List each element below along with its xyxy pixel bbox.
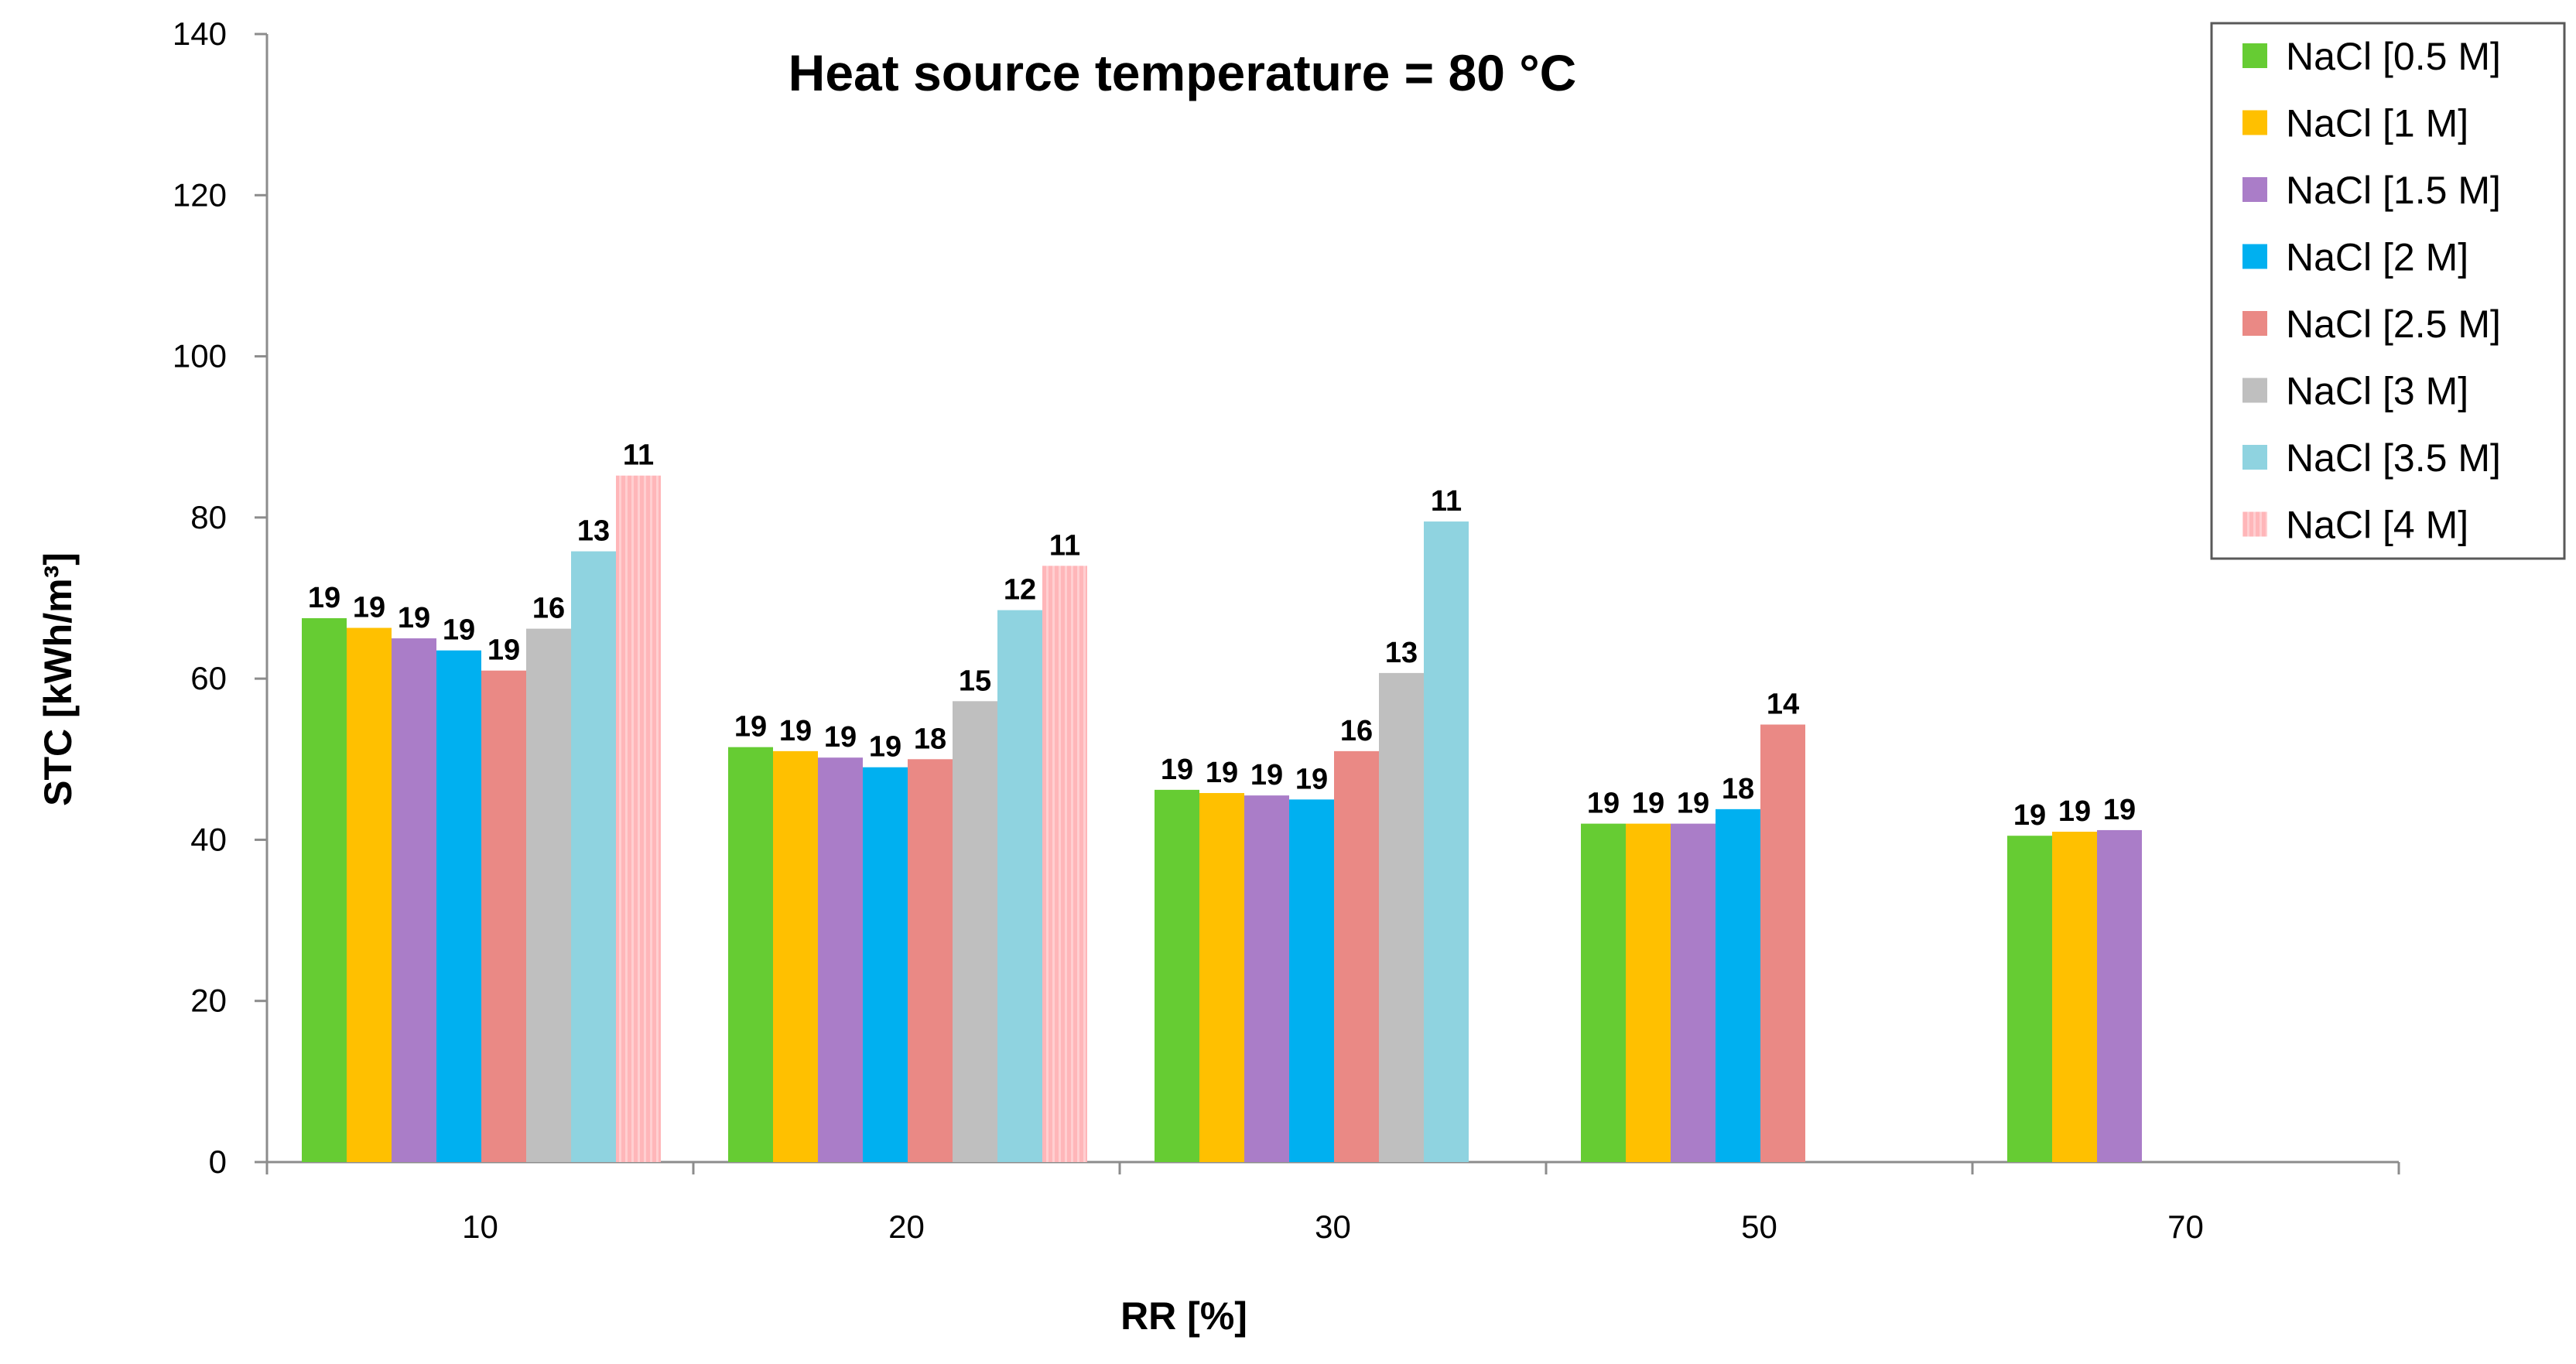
bar <box>571 551 616 1162</box>
bar <box>1424 521 1469 1162</box>
bar <box>863 767 908 1162</box>
data-labels: 19 19 19 19 19 19 19 19 19 19 19 19 19 19 19 19 19 19 18 19… <box>308 439 2136 832</box>
legend-swatch <box>2242 43 2267 68</box>
legend-entry: NaCl [3 M] <box>2286 370 2468 413</box>
data-label: 11 <box>1049 529 1080 562</box>
bars <box>302 475 2142 1162</box>
data-label: 16 <box>532 593 565 625</box>
x-axis-label: RR [%] <box>1120 1294 1247 1338</box>
bar <box>728 747 773 1162</box>
bar <box>1155 789 1199 1162</box>
bar <box>1760 724 1805 1162</box>
data-label: 16 <box>1340 715 1373 747</box>
legend-entry: NaCl [1.5 M] <box>2286 169 2501 212</box>
data-label: 14 <box>1767 689 1799 721</box>
y-axis-label: STC [kWh/m³] <box>36 552 80 806</box>
y-tick-label: 20 <box>190 983 227 1019</box>
data-label: 19 <box>2058 795 2091 828</box>
legend-entry: NaCl [0.5 M] <box>2286 35 2501 78</box>
legend-swatch <box>2242 177 2267 202</box>
legend-swatch <box>2242 244 2267 269</box>
bar <box>953 701 997 1162</box>
bar <box>302 618 347 1162</box>
bar <box>1289 799 1334 1162</box>
bar <box>997 610 1042 1162</box>
bar <box>1379 672 1424 1162</box>
data-label: 19 <box>1250 759 1283 791</box>
x-tick-label: 50 <box>1741 1208 1777 1245</box>
data-label: 19 <box>308 582 340 614</box>
y-tick-label: 80 <box>190 499 227 535</box>
legend-swatch <box>2242 311 2267 336</box>
bar <box>1199 793 1244 1162</box>
data-label: 19 <box>353 592 385 624</box>
y-tick-label: 140 <box>173 15 227 52</box>
data-label: 19 <box>824 721 857 754</box>
data-label: 19 <box>869 731 901 764</box>
bar <box>908 759 953 1162</box>
data-label: 19 <box>1295 763 1328 795</box>
chart-title: Heat source temperature = 80 °C <box>789 44 1577 101</box>
y-tick-label: 120 <box>173 176 227 213</box>
bar <box>2097 829 2142 1162</box>
bar <box>818 757 863 1162</box>
y-tick-label: 40 <box>190 821 227 857</box>
bar <box>773 750 818 1162</box>
legend-box <box>2210 22 2566 560</box>
data-label: 19 <box>2013 799 2046 832</box>
bar <box>616 475 661 1162</box>
bar <box>392 638 436 1162</box>
data-label: 11 <box>1431 485 1462 518</box>
bar <box>1042 566 1087 1162</box>
legend-entry: NaCl [2.5 M] <box>2286 303 2501 346</box>
legend-entry: NaCl [3.5 M] <box>2286 436 2501 480</box>
data-label: 19 <box>443 614 475 647</box>
bar <box>1716 808 1760 1162</box>
legend-swatch <box>2242 445 2267 470</box>
data-label: 13 <box>577 515 610 548</box>
bar <box>347 627 392 1162</box>
data-label: 19 <box>2103 794 2136 826</box>
data-label: 19 <box>1587 788 1620 820</box>
bar <box>1334 750 1379 1162</box>
bar <box>1626 823 1671 1162</box>
data-label: 18 <box>914 723 946 755</box>
legend-swatch <box>2242 378 2267 403</box>
bar <box>526 628 571 1162</box>
data-label: 19 <box>1161 754 1193 786</box>
y-tick-label: 60 <box>190 660 227 696</box>
bar <box>1244 795 1289 1162</box>
x-tick-label: 20 <box>888 1208 925 1245</box>
data-label: 13 <box>1385 637 1418 669</box>
x-tick-label: 10 <box>462 1208 498 1245</box>
data-label: 19 <box>1206 757 1238 789</box>
data-label: 19 <box>1677 788 1709 820</box>
bar <box>436 650 481 1162</box>
data-label: 19 <box>779 715 812 747</box>
y-tick-label: 0 <box>209 1144 227 1180</box>
legend-entry: NaCl [4 M] <box>2286 504 2468 547</box>
bar <box>2007 836 2052 1162</box>
legend-swatch <box>2242 110 2267 135</box>
legend-entry: NaCl [2 M] <box>2286 236 2468 279</box>
data-label: 11 <box>623 439 654 472</box>
x-tick-label: 70 <box>2167 1208 2204 1245</box>
data-label: 18 <box>1722 773 1754 805</box>
data-label: 15 <box>959 665 991 697</box>
data-label: 19 <box>487 634 520 667</box>
bar <box>2052 832 2097 1162</box>
data-label: 19 <box>398 602 430 634</box>
y-tick-label: 100 <box>173 338 227 374</box>
legend: NaCl [0.5 M] NaCl [1 M] NaCl [1.5 M] NaCl [… <box>2210 22 2566 560</box>
data-label: 19 <box>1632 788 1664 820</box>
data-label: 19 <box>734 711 767 744</box>
bar <box>481 670 526 1162</box>
legend-swatch <box>2242 511 2267 537</box>
x-tick-label: 30 <box>1315 1208 1351 1245</box>
legend-entry: NaCl [1 M] <box>2286 102 2468 145</box>
data-label: 12 <box>1004 574 1036 607</box>
bar <box>1671 823 1716 1162</box>
bar <box>1581 823 1626 1162</box>
